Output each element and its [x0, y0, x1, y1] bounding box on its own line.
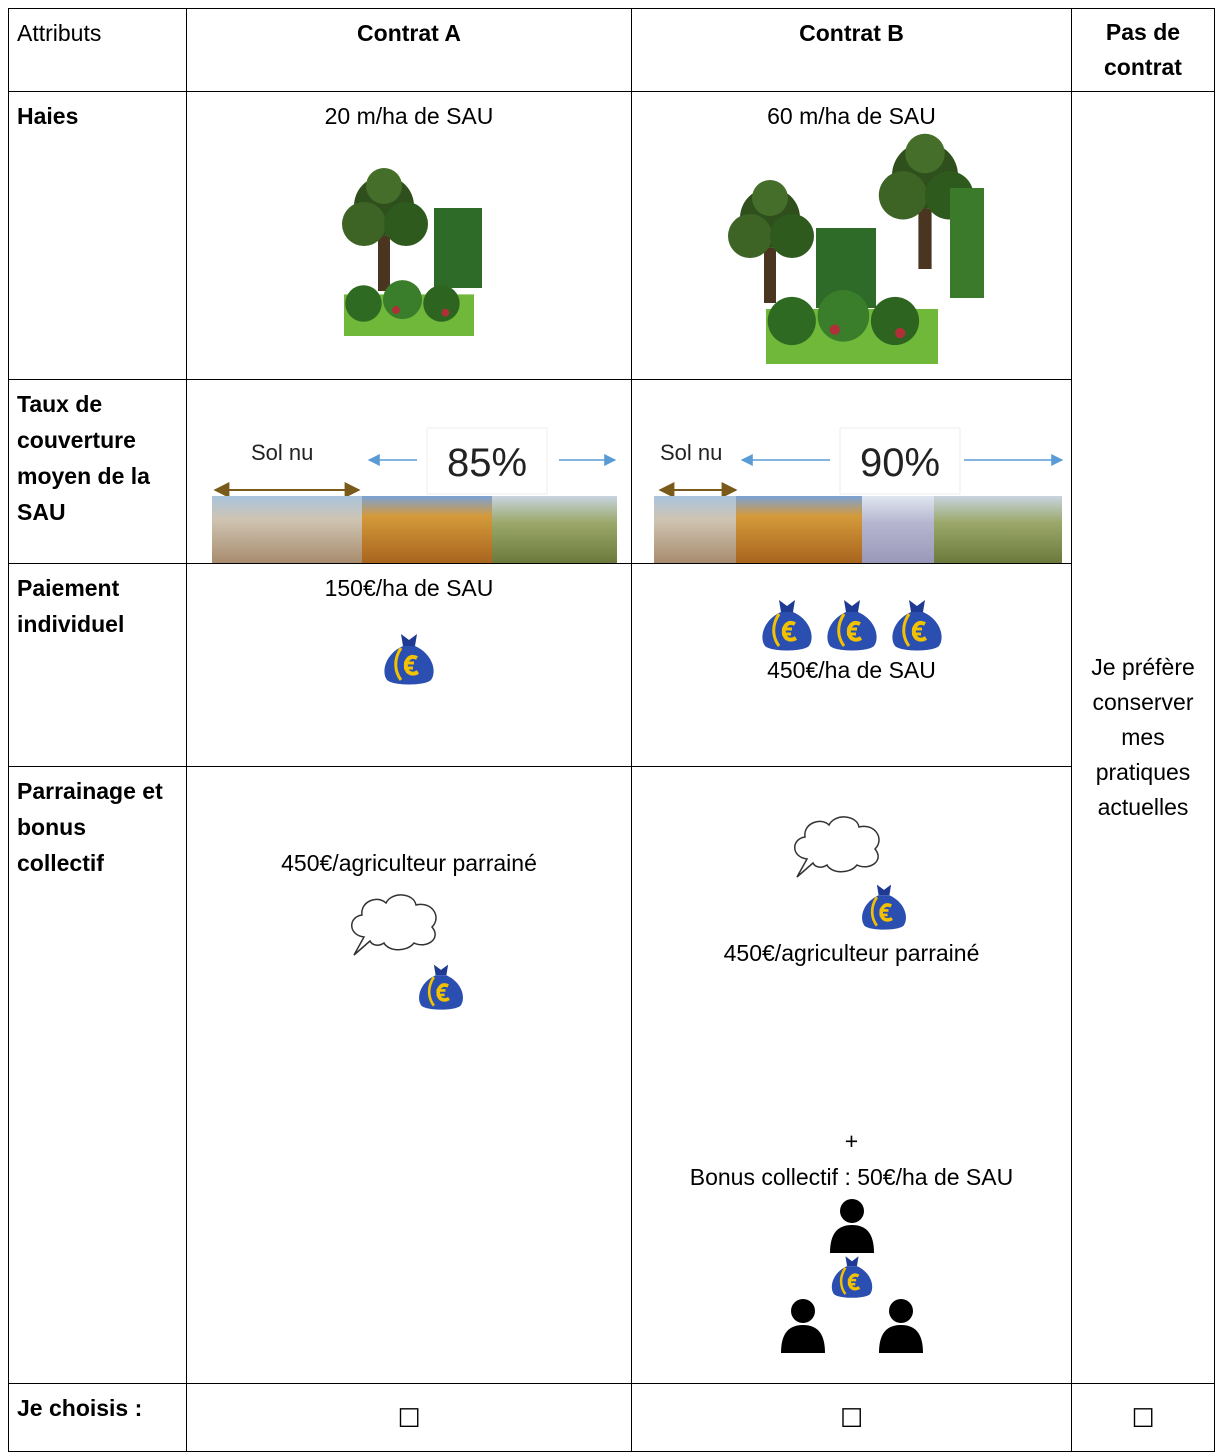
money-bags: [759, 598, 944, 652]
value-cell: Sol nu 85%: [186, 379, 632, 564]
row-hedges: Haies 20 m/ha de SAU 60 m/ha de SAU Je p…: [8, 91, 1215, 1384]
cell-text: 450€/ha de SAU: [767, 657, 936, 683]
row-referral: Parrainage et bonus collectif 450€/agric…: [8, 766, 1215, 1384]
attribute-cell: Parrainage et bonus collectif: [8, 766, 187, 1384]
coverage-image: Sol nu 85%: [212, 427, 617, 563]
value-cell: Sol nu 90%: [631, 379, 1072, 564]
value-cell: 450€/ha de SAU: [631, 563, 1072, 767]
row-choice: Je choisis : ☐ ☐ ☐: [8, 1383, 1215, 1452]
referral-image: [793, 816, 908, 931]
hedge-image: [342, 168, 482, 336]
cell-text: 450€/agriculteur parrainé: [281, 850, 537, 876]
coverage-image: Sol nu 90%: [654, 427, 1064, 563]
checkbox[interactable]: ☐: [631, 1383, 1072, 1452]
image-label: 85%: [447, 441, 527, 485]
row-coverage: Taux de couverture moyen de la SAU Sol n…: [8, 379, 1215, 564]
no-contract-cell: Je préfère conserver mes pratiques actue…: [1071, 91, 1215, 1384]
cell-text: +: [844, 1128, 859, 1154]
checkbox[interactable]: ☐: [1071, 1383, 1215, 1452]
value-cell: 450€/agriculteur parrainé + Bonus collec…: [631, 766, 1072, 1384]
cell-text: Bonus collectif : 50€/ha de SAU: [689, 1164, 1014, 1190]
choice-table: Attributs Contrat A Contrat B Pas de con…: [8, 8, 1215, 1452]
cell-text: 450€/agriculteur parrainé: [723, 940, 980, 966]
header-row: Attributs Contrat A Contrat B Pas de con…: [8, 8, 1215, 92]
attribute-cell: Paiement individuel: [8, 563, 187, 767]
attribute-cell: Je choisis :: [8, 1383, 187, 1452]
attribute-cell: Haies: [8, 91, 187, 380]
row-payment: Paiement individuel 150€/ha de SAU 450€/…: [8, 563, 1215, 767]
header-cell: Contrat B: [631, 8, 1072, 92]
value-cell: 20 m/ha de SAU: [186, 91, 632, 380]
image-label: Sol nu: [660, 440, 722, 465]
value-cell: 150€/ha de SAU: [186, 563, 632, 767]
cell-text: 60 m/ha de SAU: [767, 103, 936, 129]
referral-image: [350, 894, 465, 1011]
header-cell: Attributs: [8, 8, 187, 92]
collective-image: [780, 1199, 923, 1353]
attribute-cell: Taux de couverture moyen de la SAU: [8, 379, 187, 564]
image-label: 90%: [860, 441, 940, 485]
cell-text: 150€/ha de SAU: [324, 575, 494, 601]
value-cell: 60 m/ha de SAU: [631, 91, 1072, 380]
value-cell: 450€/agriculteur parrainé: [186, 766, 632, 1384]
header-cell: Contrat A: [186, 8, 632, 92]
checkbox[interactable]: ☐: [186, 1383, 632, 1452]
image-label: Sol nu: [251, 440, 313, 465]
money-bag: [382, 632, 436, 686]
cell-text: 20 m/ha de SAU: [324, 103, 494, 129]
header-cell: Pas de contrat: [1071, 8, 1215, 92]
hedge-image: [727, 133, 984, 364]
